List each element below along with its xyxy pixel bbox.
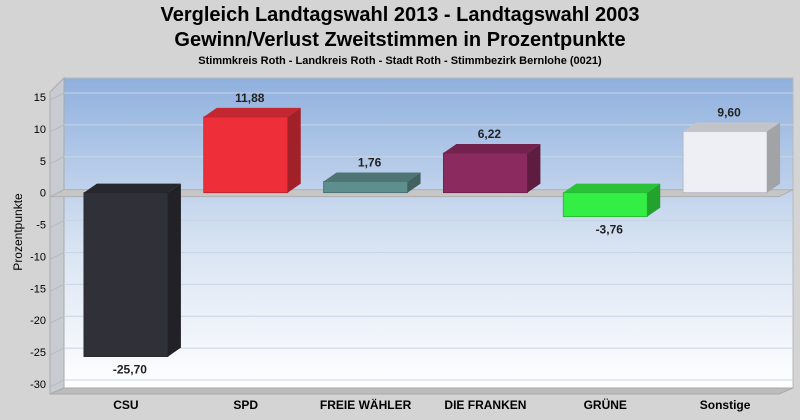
bar-value-label: -3,76 (596, 223, 624, 237)
bar-1 (203, 116, 289, 194)
bar-2-top (323, 172, 421, 182)
bar-3-side (527, 143, 541, 193)
gridline-side (49, 251, 65, 260)
x-category-label: DIE FRANKEN (444, 398, 526, 412)
bar-3 (443, 152, 528, 194)
y-tick-label: 5 (40, 156, 46, 168)
y-tick-label: -30 (30, 379, 46, 391)
bar-4-side (647, 183, 661, 217)
y-tick-label: -5 (36, 220, 46, 232)
gridline-side (49, 283, 65, 292)
y-tick-label: 15 (34, 92, 46, 104)
gridline-side (49, 379, 65, 388)
plot-background (63, 77, 794, 389)
bar-value-label: 9,60 (717, 105, 741, 119)
x-category-label: GRÜNE (584, 397, 627, 412)
y-tick-label: 10 (34, 124, 46, 136)
y-tick-label: -25 (30, 347, 46, 359)
bar-2 (323, 181, 408, 194)
y-tick-label: -20 (30, 315, 46, 327)
bar-5-top (683, 122, 781, 132)
gridline-side (49, 92, 65, 101)
chart-title: Vergleich Landtagswahl 2013 - Landtagswa… (160, 4, 640, 26)
bar-value-label: 6,22 (478, 127, 502, 141)
x-category-label: CSU (113, 398, 138, 412)
y-tick-label: -10 (30, 251, 46, 263)
bar-2-side (407, 172, 421, 193)
bar-0-side (167, 183, 181, 357)
bar-value-label: 1,76 (358, 155, 382, 169)
bar-5-side (767, 122, 781, 193)
x-category-label: SPD (233, 398, 258, 412)
gridline-side (49, 156, 65, 165)
chart-subtitle-district: Stimmkreis Roth - Landkreis Roth - Stadt… (198, 55, 602, 67)
bar-0-top (83, 183, 181, 193)
chart-subtitle: Gewinn/Verlust Zweitstimmen in Prozentpu… (174, 29, 626, 51)
y-axis-label: Prozentpunkte (11, 193, 25, 271)
y-tick-label: -15 (30, 283, 46, 295)
y-tick-label: 0 (40, 188, 46, 200)
x-category-label: FREIE WÄHLER (320, 397, 412, 412)
bar-3-top (443, 143, 541, 153)
x-category-label: Sonstige (700, 398, 751, 412)
bar-value-label: -25,70 (113, 363, 147, 377)
gridline-side (49, 220, 65, 229)
plot-floor (49, 387, 794, 395)
bar-5 (682, 131, 768, 194)
bar-1-side (287, 107, 301, 193)
gridline-side (49, 124, 65, 133)
gridline-side (49, 347, 65, 356)
gridline-side (49, 315, 65, 324)
bar-value-label: 11,88 (235, 91, 265, 105)
bar-4 (562, 192, 648, 218)
bar-1-top (203, 107, 301, 117)
bar-4-top (563, 183, 661, 193)
bar-0 (83, 192, 169, 357)
